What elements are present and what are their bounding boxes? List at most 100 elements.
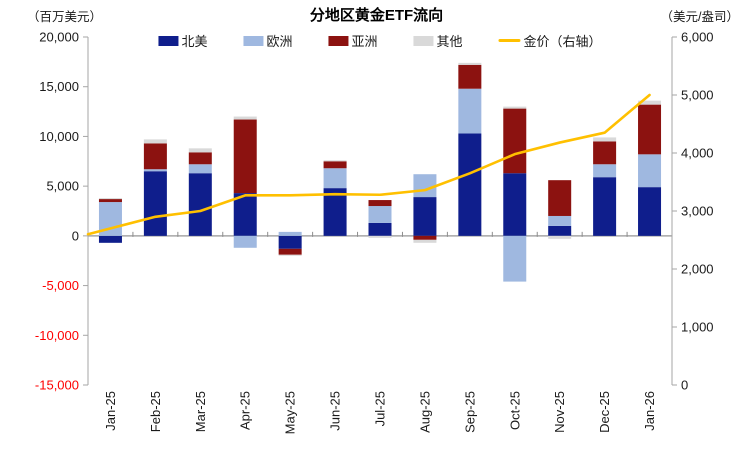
- legend-label: 其他: [436, 34, 463, 49]
- legend-label: 欧洲: [266, 34, 293, 49]
- bar-segment-Aug-25-欧洲: [413, 174, 437, 198]
- legend-label: 北美: [181, 34, 208, 49]
- bar-segment-Jun-25-其他: [323, 160, 347, 162]
- bar-segment-Jan-25-其他: [98, 198, 122, 200]
- legend-color-swatch: [328, 35, 349, 46]
- bar-segment-Feb-25-北美: [143, 171, 167, 236]
- right-axis-tick-label: 3,000: [681, 204, 714, 219]
- x-axis-label: Jan-26: [642, 391, 657, 431]
- bar-segment-Jul-25-其他: [368, 235, 392, 238]
- chart-legend: 北美 欧洲 亚洲 其他 金价（右轴）: [158, 31, 602, 50]
- bar-segment-Mar-25-北美: [188, 173, 212, 236]
- legend-label: 亚洲: [351, 34, 378, 49]
- gold-price-line: [86, 93, 651, 236]
- bar-segment-Dec-25-北美: [593, 177, 617, 236]
- bar-segment-May-25-北美: [278, 235, 302, 249]
- bar-segment-Jul-25-北美: [368, 222, 392, 236]
- bar-segment-Nov-25-北美: [548, 225, 572, 236]
- right-axis-tick-label: 2,000: [681, 262, 714, 277]
- legend-label: 金价（右轴）: [523, 34, 602, 49]
- x-axis-label: Jan-25: [103, 391, 118, 431]
- x-axis-label: Mar-25: [193, 391, 208, 432]
- bar-segment-Feb-25-其他: [143, 139, 167, 144]
- left-axis-tick-label: -15,000: [35, 378, 79, 393]
- x-axis-label: Jun-25: [328, 391, 343, 431]
- bar-segment-Oct-25-欧洲: [503, 235, 527, 282]
- bar-segment-Jan-26-亚洲: [638, 104, 662, 155]
- bar-segment-Apr-25-亚洲: [233, 119, 257, 194]
- chart-title: 分地区黄金ETF流向: [309, 7, 444, 24]
- right-axis-tick-label: 1,000: [681, 320, 714, 335]
- legend-color-swatch: [158, 35, 179, 46]
- bar-segment-Apr-25-其他: [233, 116, 257, 120]
- bar-segment-Nov-25-其他: [548, 235, 572, 239]
- bar-segment-May-25-亚洲: [278, 248, 302, 255]
- legend-item-欧洲: 欧洲: [243, 31, 292, 50]
- bar-segment-May-25-其他: [278, 254, 302, 256]
- bar-segment-Mar-25-其他: [188, 148, 212, 153]
- x-axis-label: Feb-25: [148, 391, 163, 432]
- bar-segment-Dec-25-欧洲: [593, 164, 617, 178]
- bar-segment-Jan-26-其他: [638, 100, 662, 105]
- bar-segment-Sep-25-亚洲: [458, 64, 482, 89]
- bar-segment-Jul-25-欧洲: [368, 206, 392, 223]
- legend-item-亚洲: 亚洲: [328, 31, 378, 50]
- x-axis-label: Jul-25: [373, 391, 388, 426]
- left-axis-tick-label: 15,000: [39, 79, 79, 94]
- legend-color-swatch: [243, 35, 264, 46]
- bar-segment-Jun-25-欧洲: [323, 168, 347, 189]
- bar-segment-Apr-25-北美: [233, 193, 257, 236]
- bar-segment-Feb-25-欧洲: [143, 169, 167, 172]
- legend-item-金价（右轴）: 金价（右轴）: [498, 31, 602, 50]
- left-axis-tick-label: 5,000: [46, 179, 79, 194]
- bar-segment-Sep-25-北美: [458, 133, 482, 236]
- bar-segment-Apr-25-欧洲: [233, 235, 257, 248]
- bar-segment-Feb-25-亚洲: [143, 143, 167, 170]
- left-axis-unit-label: （百万美元）: [27, 10, 103, 24]
- left-axis-tick-label: 0: [72, 228, 79, 243]
- bar-segment-Oct-25-北美: [503, 173, 527, 236]
- x-axis-label: May-25: [283, 391, 298, 434]
- bar-segment-Aug-25-其他: [413, 239, 437, 243]
- bar-segment-Jan-25-亚洲: [98, 199, 122, 203]
- bar-segment-Mar-25-欧洲: [188, 164, 212, 174]
- bar-segment-Dec-25-亚洲: [593, 141, 617, 165]
- bar-segment-Jan-25-北美: [98, 235, 122, 243]
- bar-segment-Jan-26-北美: [638, 187, 662, 236]
- bar-segment-Nov-25-欧洲: [548, 215, 572, 226]
- left-axis-tick-label: -10,000: [35, 328, 79, 343]
- bar-segment-Jan-26-欧洲: [638, 154, 662, 188]
- left-axis-tick-label: 20,000: [39, 30, 79, 45]
- bar-segment-Jul-25-亚洲: [368, 200, 392, 207]
- bar-segment-Aug-25-北美: [413, 197, 437, 236]
- right-axis-tick-label: 4,000: [681, 146, 714, 161]
- legend-item-其他: 其他: [413, 31, 463, 50]
- right-axis-tick-label: 5,000: [681, 88, 714, 103]
- x-axis-label: Sep-25: [462, 391, 477, 433]
- bar-segment-Jun-25-北美: [323, 188, 347, 236]
- bar-segment-Mar-25-亚洲: [188, 152, 212, 165]
- bar-segment-Aug-25-亚洲: [413, 235, 437, 240]
- x-axis-label: Aug-25: [417, 391, 432, 433]
- bar-segment-Oct-25-其他: [503, 106, 527, 109]
- right-axis-tick-label: 6,000: [681, 30, 714, 45]
- x-axis-label: Apr-25: [238, 391, 253, 430]
- right-axis-unit-label: （美元/盎司）: [660, 10, 739, 24]
- bar-segment-Dec-25-其他: [593, 137, 617, 142]
- bar-segment-Sep-25-欧洲: [458, 88, 482, 134]
- x-axis-label: Oct-25: [507, 391, 522, 430]
- legend-color-swatch: [413, 35, 434, 46]
- bar-segment-Sep-25-其他: [458, 62, 482, 65]
- x-axis-label: Dec-25: [597, 391, 612, 433]
- legend-line-swatch: [498, 39, 521, 42]
- left-axis-tick-label: -5,000: [42, 278, 79, 293]
- legend-item-北美: 北美: [158, 31, 207, 50]
- x-axis-label: Nov-25: [552, 391, 567, 433]
- bar-segment-Nov-25-亚洲: [548, 180, 572, 216]
- bar-segment-Jun-25-亚洲: [323, 161, 347, 169]
- left-axis-tick-label: 10,000: [39, 129, 79, 144]
- right-axis-tick-label: 0: [681, 378, 688, 393]
- bar-segment-Oct-25-亚洲: [503, 108, 527, 174]
